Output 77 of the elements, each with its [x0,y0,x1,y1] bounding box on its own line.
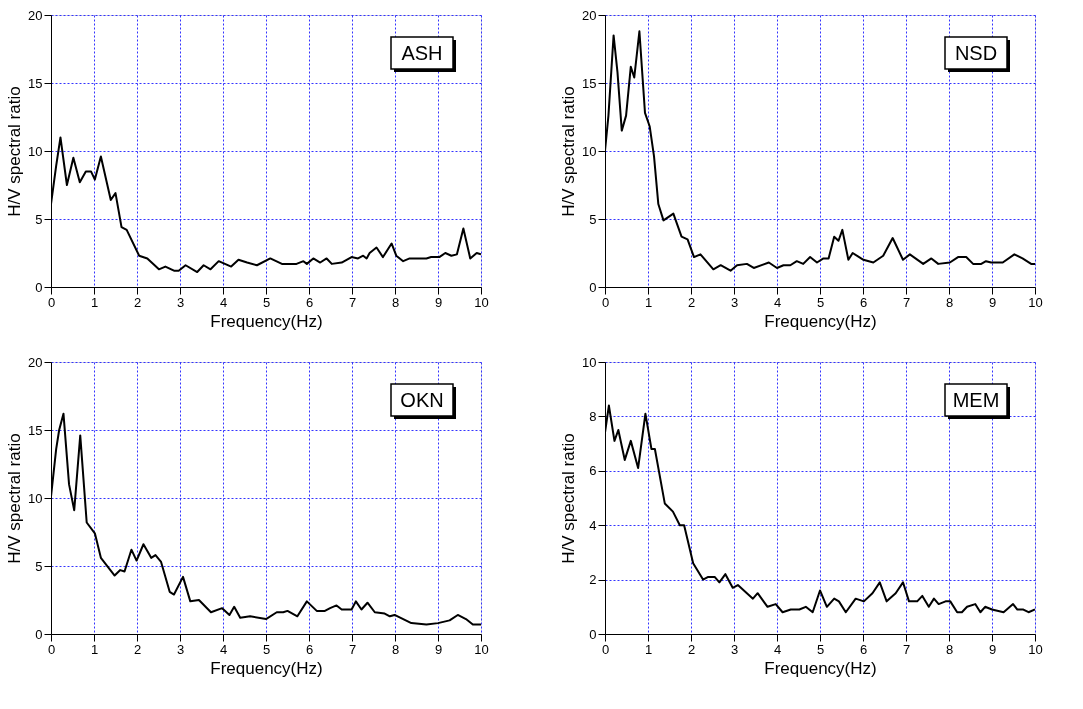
x-tick-label: 8 [945,641,954,657]
x-tick-label: 9 [988,641,997,657]
y-tick-label: 5 [35,558,43,574]
x-tick-label: 1 [90,294,99,310]
y-axis-title: H/V spectral ratio [5,86,25,217]
y-tick-label: 20 [28,354,43,370]
x-tick-label: 9 [434,641,443,657]
y-tick-label: 15 [582,75,597,91]
x-tick-label: 3 [730,294,739,310]
x-tick-label: 7 [348,641,357,657]
y-tick-label: 10 [582,354,597,370]
x-tick-label: 7 [902,294,911,310]
x-tick-label: 4 [773,294,782,310]
x-tick-label: 10 [474,294,489,310]
x-tick-label: 4 [219,294,228,310]
y-tick-label: 0 [35,279,43,295]
x-tick-label: 10 [1028,294,1043,310]
x-tick-label: 9 [434,294,443,310]
x-tick-label: 6 [305,641,314,657]
y-tick-label: 10 [28,490,43,506]
y-axis-title: H/V spectral ratio [559,433,579,564]
y-tick-label: 5 [35,211,43,227]
annotation: NSD [954,42,998,64]
x-tick-label: 0 [601,641,610,657]
x-tick-label: 4 [773,641,782,657]
y-axis-title: H/V spectral ratio [559,86,579,217]
x-tick-label: 3 [176,294,185,310]
y-tick-label: 8 [589,408,597,424]
x-axis-title: Frequency(Hz) [210,311,323,331]
x-tick-label: 1 [644,641,653,657]
y-axis-title: H/V spectral ratio [5,433,25,564]
x-tick-label: 6 [859,641,868,657]
y-tick-label: 2 [589,572,597,588]
x-tick-label: 2 [133,294,142,310]
x-tick-label: 0 [47,294,56,310]
x-tick-label: 10 [474,641,489,657]
y-tick-label: 10 [28,143,43,159]
y-tick-label: 0 [589,626,597,642]
annotation: MEM [952,389,1000,411]
x-tick-label: 5 [816,294,825,310]
x-axis-title: Frequency(Hz) [764,658,877,678]
x-tick-label: 1 [644,294,653,310]
x-axis-title: Frequency(Hz) [210,658,323,678]
x-tick-label: 2 [687,641,696,657]
y-tick-label: 0 [35,626,43,642]
x-tick-label: 3 [176,641,185,657]
x-tick-label: 1 [90,641,99,657]
x-tick-label: 5 [816,641,825,657]
y-tick-label: 15 [28,75,43,91]
x-tick-label: 2 [687,294,696,310]
annotation: ASH [401,42,443,64]
x-tick-label: 7 [902,641,911,657]
x-tick-label: 5 [262,294,271,310]
x-tick-label: 6 [305,294,314,310]
y-tick-label: 15 [28,422,43,438]
y-tick-label: 20 [28,7,43,23]
x-tick-label: 6 [859,294,868,310]
x-tick-label: 10 [1028,641,1043,657]
y-tick-label: 10 [582,143,597,159]
x-tick-label: 8 [391,641,400,657]
y-tick-label: 0 [589,279,597,295]
y-tick-label: 5 [589,211,597,227]
x-tick-label: 0 [601,294,610,310]
y-tick-label: 4 [589,517,597,533]
x-tick-label: 7 [348,294,357,310]
x-tick-label: 0 [47,641,56,657]
x-tick-label: 2 [133,641,142,657]
x-tick-label: 9 [988,294,997,310]
x-axis-title: Frequency(Hz) [764,311,877,331]
y-tick-label: 20 [582,7,597,23]
x-tick-label: 8 [391,294,400,310]
x-tick-label: 8 [945,294,954,310]
y-tick-label: 6 [589,463,597,479]
x-tick-label: 3 [730,641,739,657]
annotation: OKN [400,389,444,411]
x-tick-label: 4 [219,641,228,657]
x-tick-label: 5 [262,641,271,657]
